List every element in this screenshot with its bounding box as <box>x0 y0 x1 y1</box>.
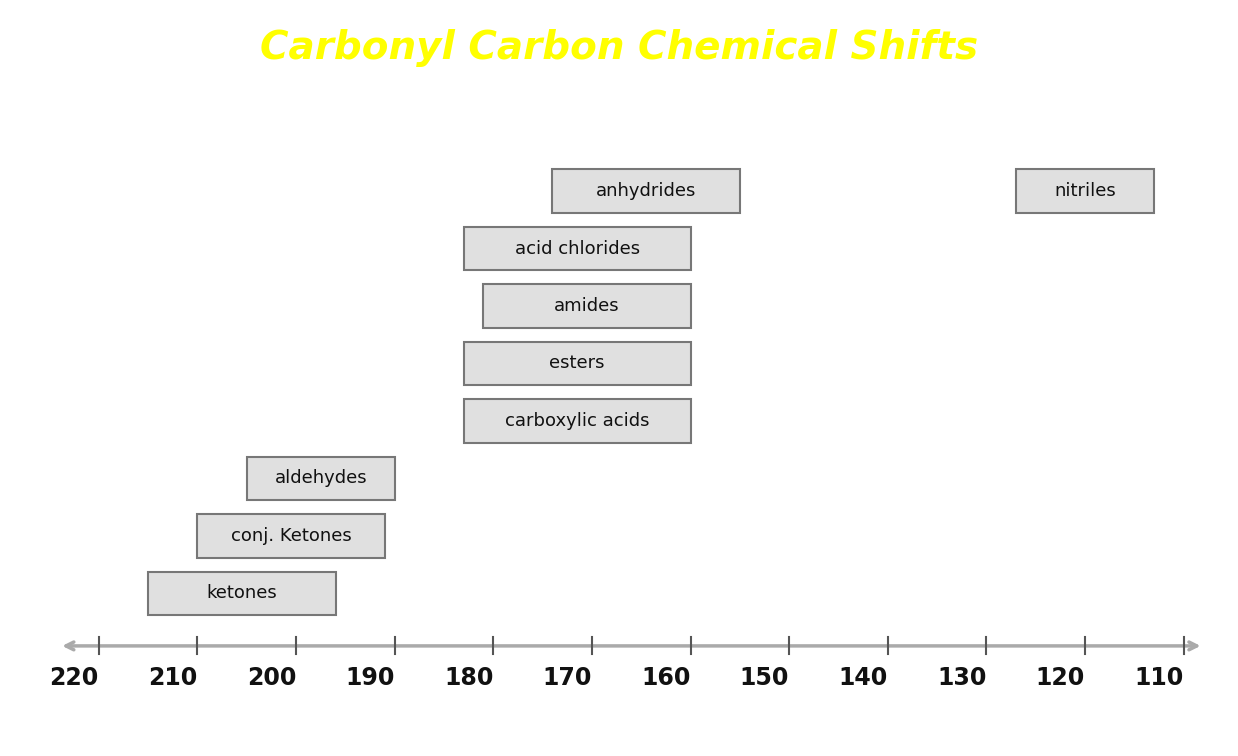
Text: aldehydes: aldehydes <box>275 469 366 488</box>
Text: ketones: ketones <box>207 584 277 603</box>
Text: acid chlorides: acid chlorides <box>515 240 640 258</box>
Text: 180: 180 <box>444 665 493 689</box>
Bar <box>149 572 335 615</box>
Text: conj. Ketones: conj. Ketones <box>230 527 352 545</box>
Text: 150: 150 <box>740 665 789 689</box>
Text: 190: 190 <box>345 665 395 689</box>
Text: 160: 160 <box>641 665 691 689</box>
Bar <box>464 227 691 270</box>
Text: anhydrides: anhydrides <box>595 182 696 200</box>
Text: amides: amides <box>555 297 620 315</box>
Bar <box>464 342 691 386</box>
Text: esters: esters <box>550 355 605 373</box>
Text: 200: 200 <box>246 665 296 689</box>
Text: carboxylic acids: carboxylic acids <box>505 412 650 430</box>
Text: 120: 120 <box>1036 665 1084 689</box>
Text: nitriles: nitriles <box>1055 182 1115 200</box>
Text: 220: 220 <box>50 665 99 689</box>
Text: 110: 110 <box>1134 665 1184 689</box>
Bar <box>552 169 740 212</box>
Bar <box>246 457 395 500</box>
Bar <box>1016 169 1154 212</box>
Text: Carbonyl Carbon Chemical Shifts: Carbonyl Carbon Chemical Shifts <box>260 29 978 67</box>
Bar <box>197 514 385 558</box>
Text: 210: 210 <box>149 665 197 689</box>
Text: 130: 130 <box>937 665 987 689</box>
Bar <box>464 399 691 443</box>
Text: 170: 170 <box>542 665 592 689</box>
Bar <box>484 284 691 328</box>
Text: 140: 140 <box>838 665 888 689</box>
